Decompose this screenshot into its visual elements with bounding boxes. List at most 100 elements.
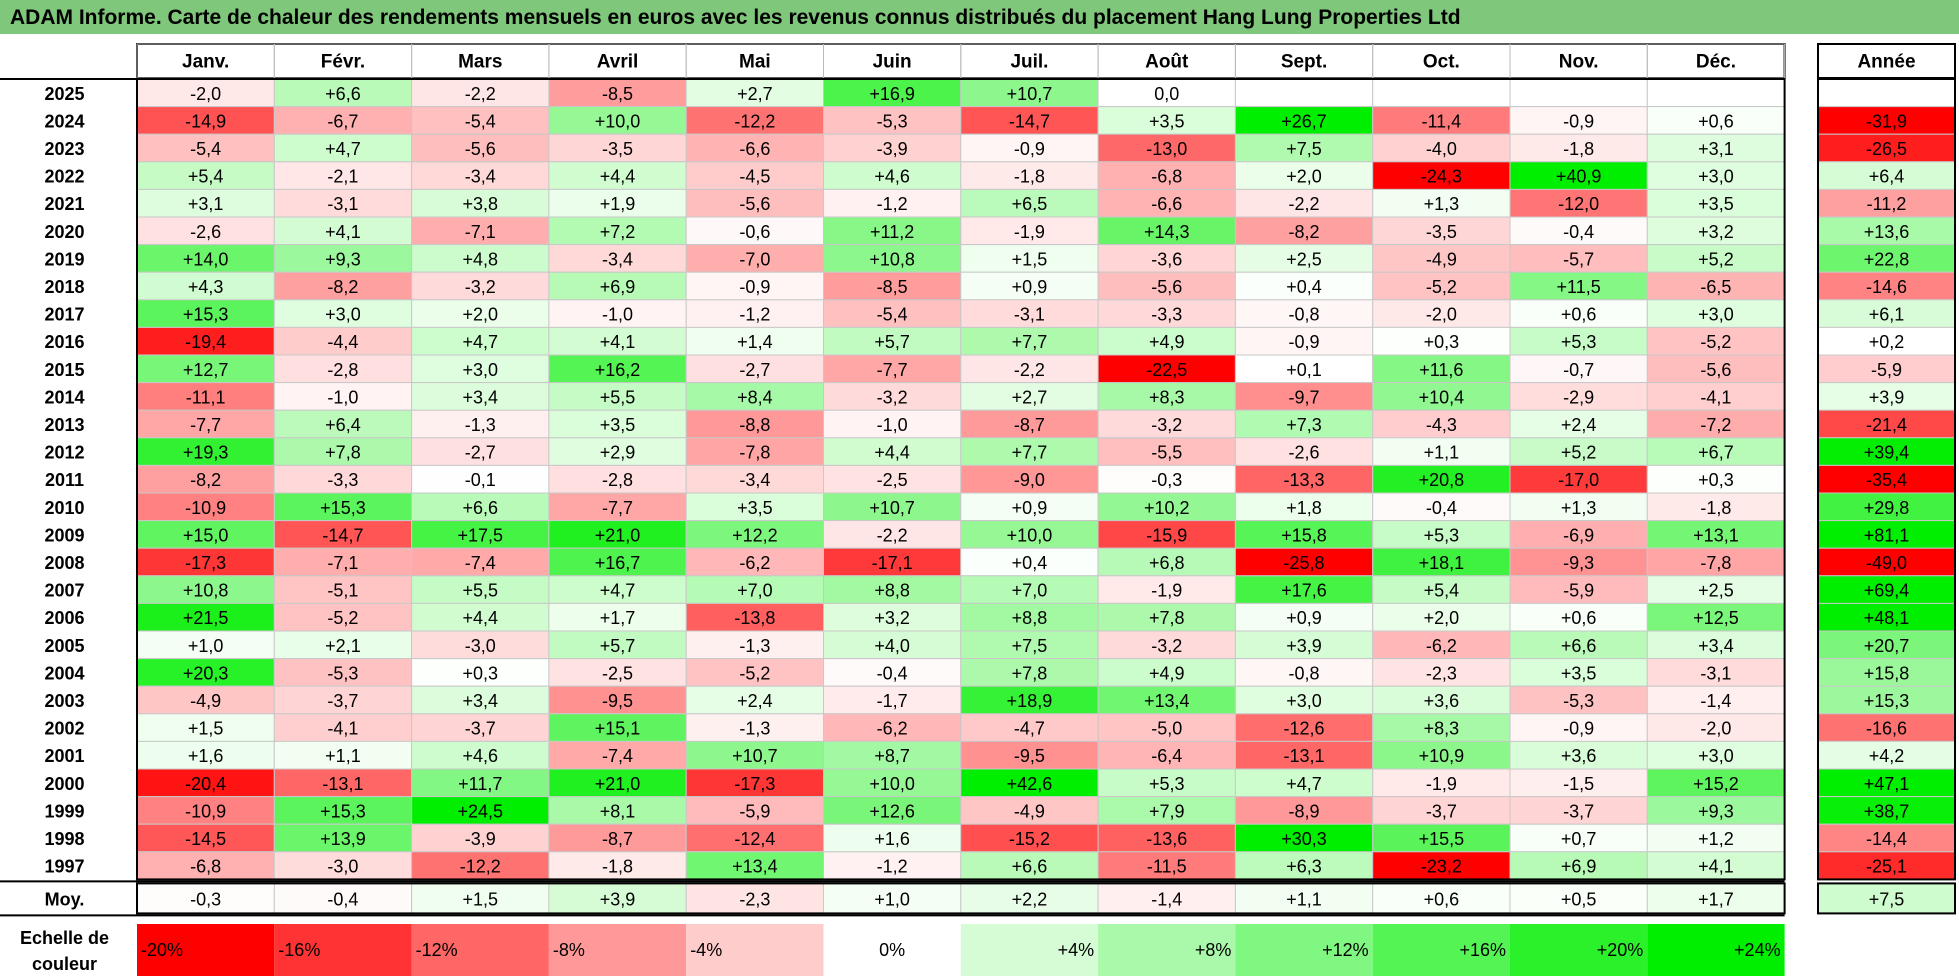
cell-value: -1,4 bbox=[1700, 691, 1731, 711]
cell-value: +6,6 bbox=[1561, 636, 1597, 656]
heatmap-cell bbox=[411, 685, 550, 715]
cell-value: -8,2 bbox=[327, 277, 358, 297]
heatmap-cell bbox=[1646, 106, 1786, 135]
cell-value: +15,1 bbox=[595, 719, 641, 739]
cell-value: -6,5 bbox=[1700, 277, 1731, 297]
heatmap-cell bbox=[136, 216, 275, 246]
heatmap-cell bbox=[1234, 464, 1374, 494]
cell-value: -6,2 bbox=[739, 553, 770, 573]
year-label: 2000 bbox=[44, 774, 84, 794]
cell-value: +5,4 bbox=[1424, 581, 1460, 601]
heatmap-cell bbox=[1097, 713, 1236, 742]
cell-value: +21,0 bbox=[595, 525, 641, 545]
heatmap-cell bbox=[1372, 188, 1511, 218]
cell-value: -2,8 bbox=[327, 360, 358, 380]
cell-value: +11,6 bbox=[1419, 360, 1463, 380]
cell-value: +3,1 bbox=[188, 194, 224, 214]
cell-value: -1,9 bbox=[1014, 222, 1045, 242]
cell-value: +4,1 bbox=[600, 332, 636, 352]
cell-value: -0,1 bbox=[465, 470, 496, 490]
cell-value: -3,3 bbox=[327, 470, 358, 490]
cell-value: +6,8 bbox=[1149, 553, 1185, 573]
month-header-label: Mars bbox=[458, 52, 502, 73]
heatmap-cell bbox=[823, 630, 962, 660]
heatmap-cell bbox=[273, 437, 413, 466]
heatmap-cell bbox=[960, 492, 1099, 522]
average-annual-value: +7,5 bbox=[1869, 889, 1905, 909]
cell-value: -9,5 bbox=[602, 691, 633, 711]
heatmap-cell bbox=[1372, 492, 1511, 522]
heatmap-cell bbox=[273, 299, 413, 328]
heatmap-cell bbox=[960, 382, 1099, 411]
cell-value: +2,0 bbox=[462, 305, 498, 325]
cell-value: +3,2 bbox=[1698, 222, 1734, 242]
cell-value: +5,5 bbox=[462, 581, 498, 601]
month-header-label: Août bbox=[1145, 52, 1189, 73]
cell-value: +3,5 bbox=[1698, 194, 1734, 214]
heatmap-cell bbox=[273, 658, 413, 687]
cell-value: -6,6 bbox=[1151, 194, 1182, 214]
cell-value: -6,6 bbox=[739, 139, 770, 159]
cell-value: +2,7 bbox=[1012, 387, 1048, 407]
cell-value: -9,5 bbox=[1014, 746, 1045, 766]
heatmap-cell bbox=[685, 547, 825, 577]
cell-value: +6,5 bbox=[1012, 194, 1048, 214]
cell-value: -6,2 bbox=[1426, 636, 1457, 656]
heatmap-cell bbox=[1234, 630, 1374, 660]
cell-value: -8,5 bbox=[877, 277, 908, 297]
cell-value: +7,0 bbox=[1012, 581, 1048, 601]
cell-value: +11,7 bbox=[458, 774, 502, 794]
cell-value: -1,3 bbox=[739, 719, 770, 739]
cell-value: -0,9 bbox=[1014, 139, 1045, 159]
annual-cell bbox=[1817, 713, 1956, 742]
heatmap-cell bbox=[1234, 326, 1374, 356]
cell-value: +1,3 bbox=[1561, 498, 1597, 518]
heatmap-cell bbox=[1372, 740, 1511, 770]
cell-value: -0,9 bbox=[1289, 332, 1320, 352]
cell-value: +3,0 bbox=[325, 305, 361, 325]
cell-value: -10,9 bbox=[185, 801, 226, 821]
cell-value: +4,4 bbox=[874, 443, 910, 463]
cell-value: 0,0 bbox=[1154, 84, 1179, 104]
annual-value: +13,6 bbox=[1864, 222, 1910, 242]
cell-value: +3,6 bbox=[1561, 746, 1597, 766]
cell-value: +4,7 bbox=[325, 139, 361, 159]
cell-value: +2,7 bbox=[737, 84, 773, 104]
heatmap-cell bbox=[823, 409, 962, 439]
heatmap-cell bbox=[411, 575, 550, 604]
cell-value: +21,5 bbox=[183, 608, 229, 628]
heatmap-cell bbox=[1234, 216, 1374, 246]
annual-value: +29,8 bbox=[1864, 498, 1910, 518]
cell-value: -0,9 bbox=[739, 277, 770, 297]
heatmap-cell bbox=[1646, 244, 1786, 273]
cell-value: -12,2 bbox=[734, 111, 775, 131]
heatmap-cell bbox=[823, 216, 962, 246]
annual-cell bbox=[1817, 464, 1956, 494]
heatmap-cell bbox=[1646, 188, 1786, 218]
cell-value: +1,2 bbox=[1698, 829, 1734, 849]
month-header-label: Janv. bbox=[182, 52, 229, 73]
heatmap-cell bbox=[823, 382, 962, 411]
cell-value: -0,9 bbox=[1563, 111, 1594, 131]
cell-value: +17,5 bbox=[457, 525, 503, 545]
heatmap-cell bbox=[548, 271, 687, 301]
cell-value: +12,2 bbox=[732, 525, 778, 545]
heatmap-cell bbox=[548, 713, 687, 742]
annual-value: +20,7 bbox=[1864, 636, 1910, 656]
cell-value: +4,3 bbox=[188, 277, 224, 297]
cell-value: -1,3 bbox=[465, 415, 496, 435]
cell-value: -4,9 bbox=[1014, 801, 1045, 821]
heatmap-cell bbox=[1372, 133, 1511, 163]
heatmap-cell bbox=[411, 271, 550, 301]
cell-value: -5,1 bbox=[327, 581, 358, 601]
cell-value: +30,3 bbox=[1281, 829, 1327, 849]
year-label: 1998 bbox=[44, 829, 84, 849]
cell-value: +3,1 bbox=[1698, 139, 1734, 159]
heatmap-cell bbox=[548, 188, 687, 218]
cell-value: +3,0 bbox=[462, 360, 498, 380]
cell-value: +7,9 bbox=[1149, 801, 1185, 821]
heatmap-cell bbox=[823, 326, 962, 356]
heatmap-cell bbox=[1646, 78, 1786, 108]
cell-value: +11,5 bbox=[1557, 277, 1601, 297]
cell-value: -7,2 bbox=[1700, 415, 1731, 435]
